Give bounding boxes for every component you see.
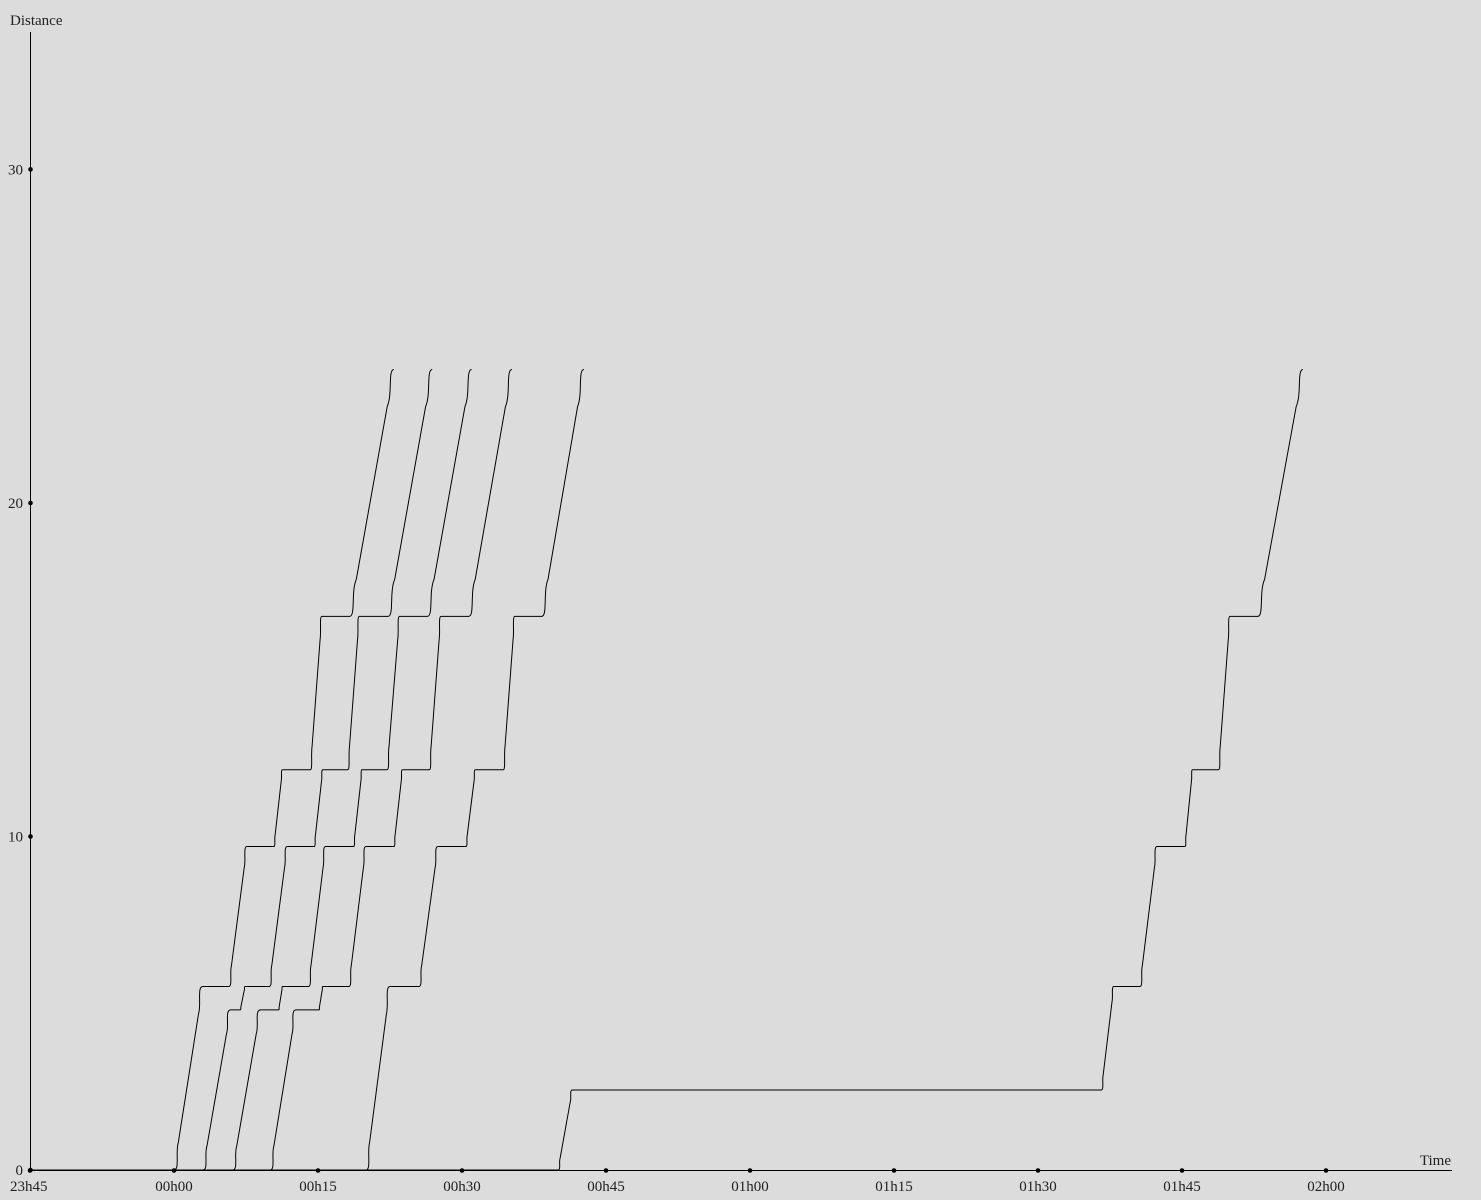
x-tick-label: 02h00 <box>1307 1179 1345 1195</box>
series-line-2 <box>30 369 433 1171</box>
y-axis-label: Distance <box>10 13 63 29</box>
x-tick-label: 01h30 <box>1019 1179 1057 1195</box>
x-tick-label: 00h30 <box>443 1179 481 1195</box>
y-ticks: 0 10 20 30 <box>8 162 33 1179</box>
y-tick-dot <box>28 167 33 172</box>
series-group <box>30 369 1304 1171</box>
y-tick-dot <box>28 834 33 839</box>
x-tick-label: 00h15 <box>299 1179 337 1195</box>
x-axis-label: Time <box>1420 1153 1451 1169</box>
series-line-5 <box>30 369 585 1171</box>
series-line-1 <box>30 369 395 1171</box>
y-tick-label: 10 <box>8 829 23 845</box>
x-ticks: 23h45 00h00 00h15 00h30 00h45 01h00 01h15 01h30… <box>10 1168 1345 1195</box>
x-tick-dot <box>1035 1168 1041 1173</box>
y-tick-label: 20 <box>8 496 23 512</box>
y-tick-label: 0 <box>16 1163 24 1179</box>
x-tick-label: 01h15 <box>875 1179 913 1195</box>
x-tick-label: 00h00 <box>155 1179 193 1195</box>
x-tick-label: 01h00 <box>731 1179 769 1195</box>
x-tick-dot <box>891 1168 897 1173</box>
x-tick-dot <box>1179 1168 1185 1173</box>
series-line-3 <box>30 369 472 1171</box>
x-tick-dot <box>603 1168 609 1173</box>
series-line-6 <box>30 369 1304 1171</box>
x-tick-label: 00h45 <box>587 1179 625 1195</box>
x-tick-label: 01h45 <box>1163 1179 1201 1195</box>
y-tick-dot <box>28 500 33 506</box>
series-line-4 <box>30 369 513 1171</box>
x-tick-dot <box>747 1168 753 1173</box>
x-tick-label: 23h45 <box>10 1179 48 1195</box>
x-tick-dot <box>1323 1168 1329 1173</box>
y-tick-label: 30 <box>8 162 23 178</box>
